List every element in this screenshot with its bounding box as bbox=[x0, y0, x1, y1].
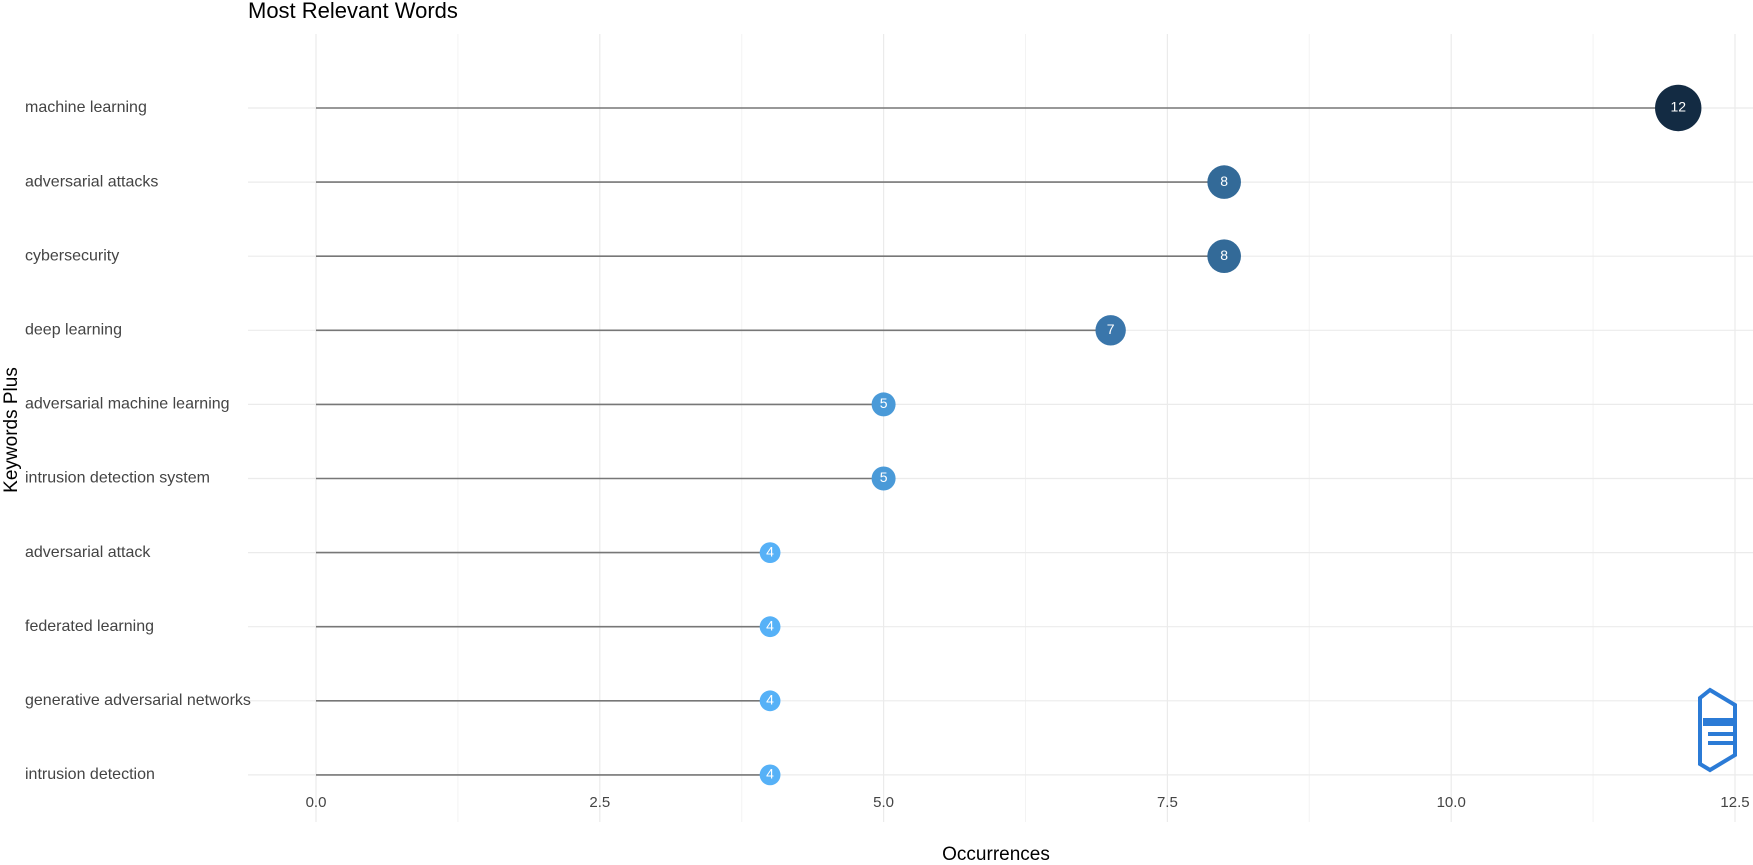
y-tick-label: adversarial machine learning bbox=[25, 396, 230, 413]
point bbox=[759, 542, 781, 563]
value-label: 12 bbox=[1670, 99, 1686, 115]
x-axis-title: Occurrences bbox=[942, 844, 1050, 865]
point bbox=[1655, 84, 1702, 132]
x-tick-label: 10.0 bbox=[1437, 794, 1466, 811]
y-tick-label: intrusion detection system bbox=[25, 470, 210, 487]
value-label: 8 bbox=[1220, 173, 1228, 189]
point bbox=[759, 690, 781, 712]
value-label: 4 bbox=[766, 692, 774, 708]
point bbox=[1095, 315, 1126, 346]
y-tick-label: adversarial attack bbox=[25, 544, 151, 561]
y-tick-label: generative adversarial networks bbox=[25, 692, 251, 709]
chart-title: Most Relevant Words bbox=[248, 0, 458, 23]
value-label: 4 bbox=[766, 543, 774, 559]
value-label: 5 bbox=[880, 395, 888, 411]
value-label: 5 bbox=[880, 469, 888, 485]
x-tick-label: 7.5 bbox=[1157, 794, 1178, 811]
point bbox=[871, 392, 896, 417]
y-tick-label: cybersecurity bbox=[25, 247, 119, 264]
value-label: 7 bbox=[1107, 321, 1115, 337]
x-tick-label: 5.0 bbox=[873, 794, 894, 811]
y-axis-title: Keywords Plus bbox=[1, 367, 22, 493]
y-tick-label: federated learning bbox=[25, 618, 154, 635]
x-tick-label: 12.5 bbox=[1720, 794, 1749, 811]
y-tick-label: adversarial attacks bbox=[25, 173, 158, 190]
y-tick-label: intrusion detection bbox=[25, 766, 155, 783]
x-tick-label: 0.0 bbox=[306, 794, 327, 811]
y-tick-label: deep learning bbox=[25, 322, 122, 339]
x-tick-label: 2.5 bbox=[589, 794, 610, 811]
point bbox=[1207, 239, 1241, 273]
value-label: 4 bbox=[766, 766, 774, 782]
point bbox=[1207, 165, 1241, 199]
value-label: 4 bbox=[766, 617, 774, 633]
point bbox=[871, 466, 896, 491]
point bbox=[759, 616, 781, 638]
value-label: 8 bbox=[1220, 247, 1228, 263]
y-tick-label: machine learning bbox=[25, 99, 147, 116]
logo bbox=[1698, 687, 1737, 773]
point bbox=[759, 764, 781, 786]
